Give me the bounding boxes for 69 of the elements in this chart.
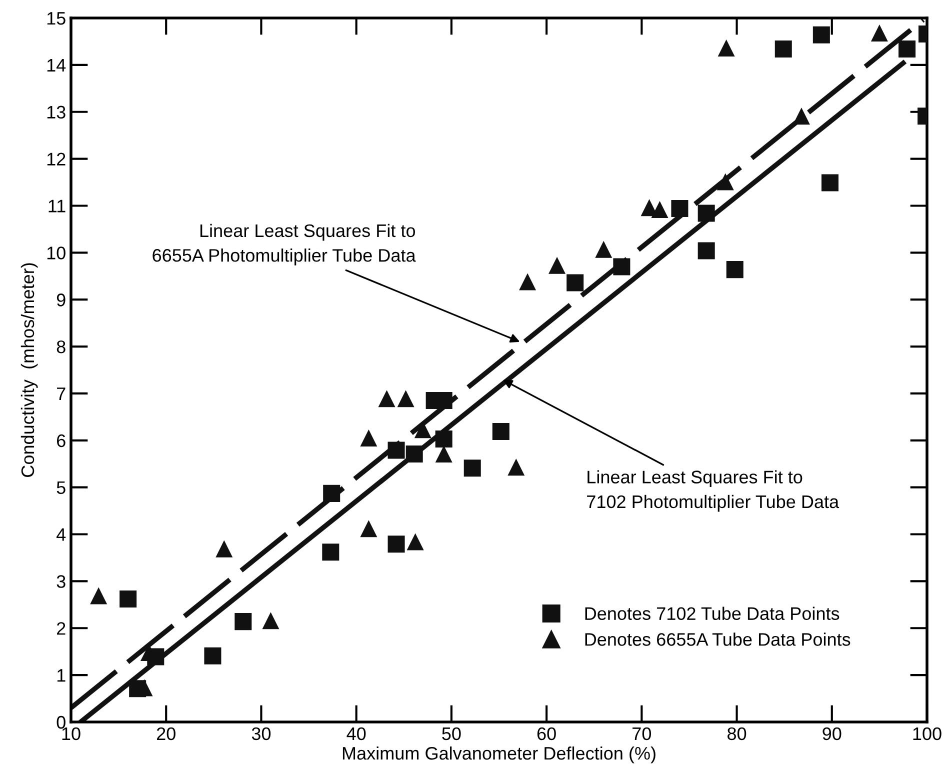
- point: [718, 40, 735, 57]
- x-tick-label: 50: [442, 727, 461, 740]
- y-tick-label: 8: [56, 340, 66, 354]
- y-tick-label: 0: [56, 716, 66, 729]
- point: [435, 430, 452, 448]
- y-tick-label: 10: [47, 246, 66, 260]
- point: [898, 40, 916, 58]
- point: [90, 587, 108, 604]
- x-tick-label: 20: [156, 727, 176, 740]
- point: [234, 613, 252, 630]
- point: [464, 460, 481, 477]
- point: [378, 390, 396, 408]
- x-tick-label: 100: [913, 727, 942, 740]
- legend-label: Denotes 7102 Tube Data Points: [585, 606, 840, 620]
- x-tick-label: 90: [822, 727, 842, 740]
- point: [566, 274, 584, 292]
- point: [388, 442, 405, 459]
- point: [595, 240, 612, 258]
- point: [435, 446, 452, 463]
- point: [716, 173, 734, 190]
- point: [508, 458, 525, 476]
- point: [262, 612, 280, 630]
- y-tick-label: 14: [47, 59, 66, 72]
- y-tick-label: 6: [57, 434, 66, 448]
- point: [698, 204, 715, 222]
- point: [519, 273, 536, 290]
- point: [360, 520, 378, 538]
- y-tick-label: 3: [56, 575, 66, 588]
- y-tick-label: 7: [57, 388, 66, 400]
- point: [812, 26, 830, 44]
- y-tick-label: 5: [56, 481, 66, 494]
- y-tick-label: 15: [47, 12, 66, 25]
- y-axis-title: Conductivity (mhos/meter): [20, 263, 38, 477]
- y-tick-label: 2: [57, 622, 66, 635]
- point: [406, 446, 423, 463]
- point: [671, 200, 688, 218]
- point: [870, 24, 888, 42]
- point: [774, 40, 792, 58]
- x-axis-title: Maximum Galvanometer Deflection (%): [342, 746, 656, 764]
- point: [492, 422, 510, 440]
- point: [397, 390, 414, 408]
- point: [322, 544, 340, 561]
- point: [821, 174, 838, 192]
- point: [120, 590, 137, 608]
- point: [406, 533, 424, 550]
- point: [651, 200, 668, 218]
- y-tick-label: 1: [57, 669, 66, 682]
- annotation: Linear Least Squares Fit to 7102 Photomultiplier Tube Data: [587, 470, 840, 512]
- y-tick-label: 4: [56, 528, 66, 541]
- point: [216, 540, 233, 558]
- x-tick-label: 60: [537, 727, 556, 740]
- legend-label: Denotes 6655A Tube Data Points: [585, 632, 850, 646]
- annotation: Linear Least Squares Fit to 6655A Photomultiplier Tube Data: [152, 224, 416, 266]
- x-tick-label: 80: [728, 727, 746, 740]
- point: [204, 647, 222, 664]
- x-tick-label: 30: [252, 727, 271, 740]
- x-tick-label: 40: [346, 727, 366, 740]
- y-tick-label: 13: [47, 106, 66, 119]
- point: [323, 484, 340, 502]
- y-tick-label: 12: [47, 152, 66, 166]
- y-tick-label: 11: [48, 200, 66, 212]
- x-tick-label: 70: [632, 727, 652, 740]
- point: [726, 261, 744, 278]
- point: [360, 430, 378, 447]
- point: [698, 242, 715, 260]
- point: [548, 256, 566, 274]
- point: [613, 258, 630, 276]
- point: [388, 536, 405, 553]
- y-tick-label: 9: [56, 294, 66, 306]
